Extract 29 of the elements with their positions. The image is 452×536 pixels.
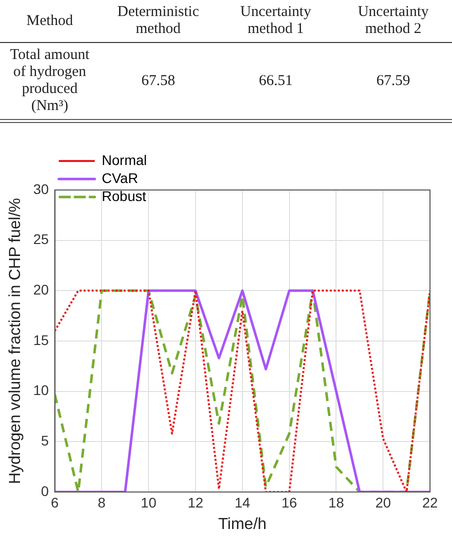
x-tick-label: 18 (328, 494, 344, 510)
text: 66.51 (216, 42, 334, 121)
x-tick-label: 12 (188, 494, 204, 510)
legend-label: Robust (102, 188, 146, 204)
y-tick-label: 20 (33, 282, 49, 298)
x-tick-label: 20 (375, 494, 392, 510)
y-axis-title: Hydrogen volume fraction in CHP fuel/% (7, 198, 24, 484)
text: 67.58 (99, 42, 217, 121)
text: Deterministic method (99, 0, 217, 42)
y-tick-label: 25 (33, 231, 49, 248)
text: Uncertainty method 2 (334, 0, 452, 42)
x-tick-label: 16 (282, 494, 298, 510)
x-tick-label: 8 (98, 494, 106, 510)
x-tick-label: 6 (50, 494, 59, 510)
text: Uncertainty method 1 (216, 0, 334, 42)
x-axis-title: Time/h (218, 516, 267, 533)
x-tick-label: 22 (422, 494, 438, 510)
y-tick-label: 0 (40, 482, 49, 499)
y-tick-label: 15 (33, 332, 49, 348)
y-tick-label: 10 (33, 382, 49, 398)
y-tick-label: 5 (40, 432, 49, 449)
x-tick-label: 14 (234, 494, 250, 510)
text: 67.59 (334, 42, 452, 121)
legend-label: Normal (102, 152, 147, 168)
x-tick-label: 10 (140, 494, 157, 510)
text: Method (0, 0, 100, 42)
text: Total amount of hydrogen produced (Nm³) (0, 42, 100, 121)
y-tick-label: 30 (33, 180, 49, 197)
legend-label: CVaR (102, 170, 138, 186)
